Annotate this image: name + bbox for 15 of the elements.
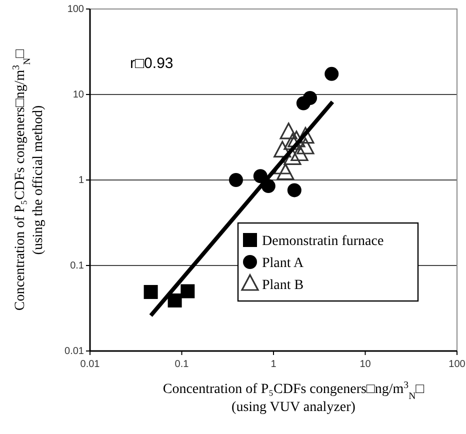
y-tick-label: 1 [78,175,84,186]
x-tick-label: 0.1 [174,359,190,370]
y-tick-label: 100 [67,4,84,15]
y-tick-label: 10 [72,90,84,100]
legend-label: Demonstratin furnace [262,234,384,249]
legend-label: Plant A [262,256,305,271]
text: Concentration of P₅CDFs congeners□ng/m$^{3}$$_{N}$□ (using VUV analyzer) [162,380,424,415]
annotation: r□0.93 [130,55,174,72]
legend-label: Plant B [262,278,304,293]
x-tick-label: 10 [360,359,372,370]
y-tick-label: 0.1 [70,260,84,272]
x-tick-label: 0.01 [80,359,100,370]
x-tick-label: 1 [270,359,277,370]
x-tick-label: 100 [448,359,466,370]
y-tick-label: 0.01 [64,346,84,357]
